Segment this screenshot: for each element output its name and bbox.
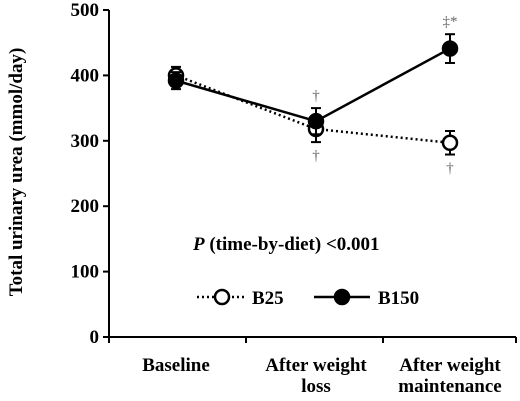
- marker-label: †: [312, 148, 320, 164]
- marker-label: ‡*: [443, 14, 458, 30]
- legend-label-b25: B25: [252, 288, 284, 309]
- y-axis-ticks: 0 100 200 300 400 500: [71, 0, 109, 348]
- y-tick-label: 500: [71, 0, 100, 21]
- legend-item-b25: B25: [197, 288, 284, 309]
- marker-label: †: [446, 161, 454, 177]
- y-tick-label: 300: [71, 131, 100, 152]
- series-line-b150: [175, 47, 451, 123]
- axes: [108, 10, 516, 338]
- x-category-label: maintenance: [398, 376, 501, 397]
- legend-label-b150: B150: [378, 288, 419, 309]
- legend-marker-b25: [213, 288, 231, 306]
- p-value-annotation: P (time-by-diet) <0.001: [192, 234, 380, 255]
- y-tick-label: 400: [71, 65, 100, 86]
- legend-item-b150: B150: [314, 288, 419, 309]
- significance-markers: † † ‡* †: [312, 14, 457, 176]
- y-axis-label: Total urinary urea (mmol/day): [6, 48, 27, 297]
- p-value-italic: P: [192, 234, 205, 255]
- legend: B25 B150: [197, 288, 419, 309]
- series-b150: [167, 33, 459, 136]
- data-point-b25: [441, 134, 459, 152]
- marker-label: †: [312, 88, 320, 104]
- data-point-b150: [307, 112, 325, 130]
- y-tick-label: 100: [71, 262, 100, 283]
- x-category-label: After weight: [399, 355, 501, 376]
- x-category-label: Baseline: [142, 355, 210, 376]
- x-category-label: After weight: [265, 355, 367, 376]
- p-value-text: (time-by-diet) <0.001: [205, 234, 380, 255]
- series-layer: † † ‡* †: [167, 14, 459, 177]
- data-point-b150: [167, 72, 185, 89]
- y-tick-label: 0: [90, 327, 100, 348]
- series-b25: [167, 65, 459, 156]
- x-category-label: loss: [301, 376, 331, 397]
- legend-marker-b150: [333, 288, 351, 306]
- y-tick-label: 200: [71, 196, 100, 217]
- data-point-b150: [441, 40, 459, 57]
